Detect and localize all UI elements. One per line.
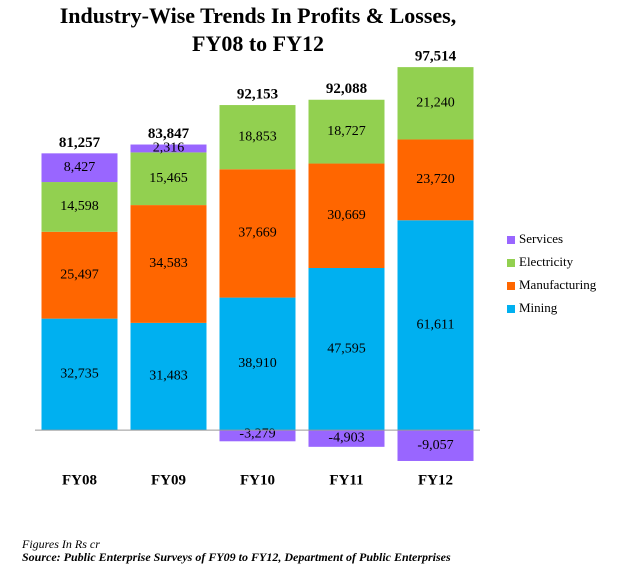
data-label: 61,611: [417, 317, 455, 332]
total-label: 92,153: [237, 86, 278, 102]
data-label: 47,595: [327, 341, 366, 356]
note: Figures In Rs cr: [21, 537, 100, 551]
x-tick-label: FY12: [418, 472, 453, 488]
data-label: 38,910: [238, 356, 277, 371]
legend-swatch: [507, 282, 515, 290]
total-label: 92,088: [326, 81, 367, 97]
bar-segment: [397, 220, 474, 431]
data-label: -9,057: [417, 438, 453, 453]
bar-segment: [219, 297, 296, 431]
data-label: 31,483: [149, 369, 188, 384]
data-label: 15,465: [149, 171, 188, 186]
bar-segment: [308, 430, 385, 447]
legend-swatch: [507, 259, 515, 267]
bar-segment: [397, 430, 474, 461]
data-label: 37,669: [238, 226, 277, 241]
data-label: 34,583: [149, 256, 188, 271]
data-label: 23,720: [416, 172, 455, 187]
total-label: 83,847: [148, 126, 190, 142]
chart-title: FY08 to FY12: [192, 31, 324, 56]
legend-swatch: [507, 305, 515, 313]
data-label: 32,735: [60, 367, 99, 382]
data-label: 2,316: [153, 141, 185, 156]
bar-segment: [219, 169, 296, 298]
bar-segment: [130, 152, 207, 206]
bar-segment: [219, 105, 296, 170]
x-tick-label: FY08: [62, 472, 97, 488]
chart-title: Industry-Wise Trends In Profits & Losses…: [60, 3, 456, 28]
bar-segment: [397, 139, 474, 221]
data-label: 21,240: [416, 96, 455, 111]
data-label: 8,427: [64, 160, 96, 175]
legend-label: Electricity: [519, 254, 574, 269]
bar-segment: [41, 182, 118, 232]
x-tick-label: FY10: [240, 472, 275, 488]
x-tick-label: FY09: [151, 472, 186, 488]
bar-segment: [130, 205, 207, 323]
data-label: 14,598: [60, 199, 99, 214]
total-label: 97,514: [415, 49, 457, 65]
bar-segment: [41, 153, 118, 183]
source: Source: Public Enterprise Surveys of FY0…: [22, 550, 451, 564]
bar-segment: [219, 430, 296, 442]
bar-segment: [130, 322, 207, 431]
bar-segment: [308, 163, 385, 269]
data-label: 18,727: [327, 124, 366, 139]
total-label: 81,257: [59, 135, 101, 151]
data-label: -3,279: [239, 426, 275, 441]
legend-label: Manufacturing: [519, 277, 597, 292]
bar-segment: [397, 67, 474, 140]
bar-segment: [41, 318, 118, 431]
x-tick-label: FY11: [329, 472, 363, 488]
data-label: 30,669: [327, 208, 366, 223]
legend-label: Services: [519, 231, 563, 246]
bar-segment: [308, 99, 385, 164]
data-label: 25,497: [60, 267, 99, 282]
legend-swatch: [507, 236, 515, 244]
bar-segment: [308, 268, 385, 431]
data-label: 18,853: [238, 129, 277, 144]
bar-segment: [130, 144, 207, 153]
bar-segment: [41, 231, 118, 319]
data-label: -4,903: [328, 431, 364, 446]
legend-label: Mining: [519, 300, 558, 315]
